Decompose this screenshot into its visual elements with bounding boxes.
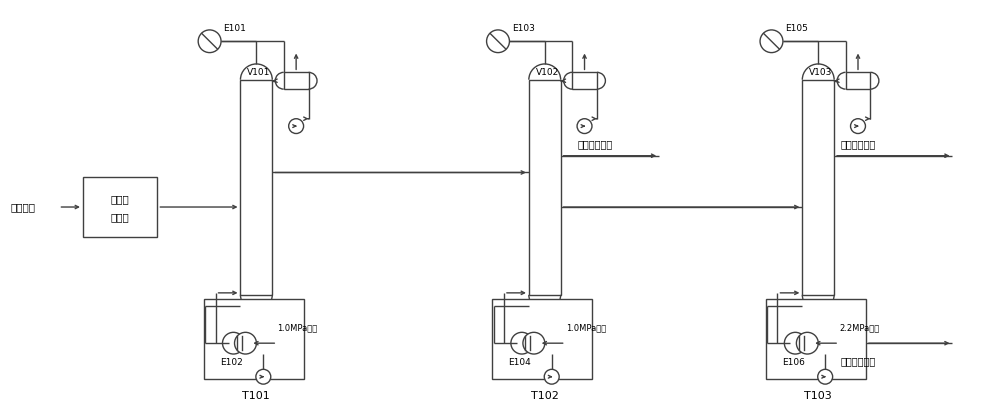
Bar: [204, 299, 304, 379]
Circle shape: [577, 119, 592, 133]
Circle shape: [851, 119, 865, 133]
Text: E106: E106: [782, 359, 805, 367]
Circle shape: [544, 369, 559, 384]
Circle shape: [523, 332, 545, 354]
Circle shape: [198, 30, 221, 53]
Text: V102: V102: [535, 68, 559, 77]
Bar: [572, 72, 597, 89]
Text: T103: T103: [804, 392, 832, 402]
Bar: [284, 72, 309, 89]
Text: 催化汽油: 催化汽油: [11, 202, 36, 212]
Text: E101: E101: [224, 24, 246, 33]
Bar: [240, 80, 272, 295]
Text: E105: E105: [785, 24, 808, 33]
Bar: [766, 299, 866, 379]
Text: 1.0MPa蜡汽: 1.0MPa蜡汽: [277, 323, 317, 332]
Circle shape: [796, 332, 818, 354]
Text: V101: V101: [247, 68, 270, 77]
Bar: [846, 72, 870, 89]
Circle shape: [511, 332, 533, 354]
Text: 2.2MPa蜡汽: 2.2MPa蜡汽: [839, 323, 879, 332]
Text: 轻汽油去醚化: 轻汽油去醚化: [578, 139, 613, 149]
Text: 重汽油去加氢: 重汽油去加氢: [840, 356, 875, 366]
Text: V103: V103: [809, 68, 832, 77]
Circle shape: [784, 332, 806, 354]
Circle shape: [487, 30, 509, 53]
Text: 全馏分: 全馏分: [111, 194, 129, 204]
Circle shape: [289, 119, 304, 133]
Circle shape: [235, 332, 256, 354]
Bar: [492, 299, 592, 379]
Circle shape: [760, 30, 783, 53]
Bar: [83, 177, 157, 236]
Circle shape: [256, 369, 271, 384]
Text: E102: E102: [220, 359, 243, 367]
Text: 中汽油去加氢: 中汽油去加氢: [840, 139, 875, 149]
Circle shape: [223, 332, 244, 354]
Text: T102: T102: [531, 392, 559, 402]
Text: E103: E103: [512, 24, 535, 33]
Bar: [802, 80, 834, 295]
Text: 预加氢: 预加氢: [111, 212, 129, 222]
Circle shape: [818, 369, 833, 384]
Text: T101: T101: [242, 392, 270, 402]
Text: E104: E104: [509, 359, 531, 367]
Bar: [529, 80, 561, 295]
Text: 1.0MPa蜡汽: 1.0MPa蜡汽: [566, 323, 606, 332]
